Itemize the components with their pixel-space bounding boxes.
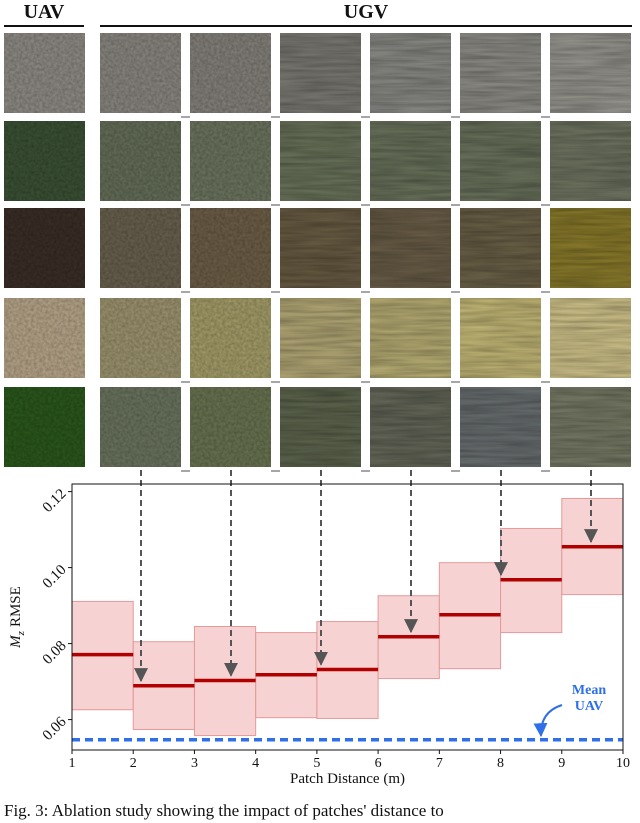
image-patch [100,121,181,201]
image-grid [4,33,631,472]
y-label-subscript: z [15,630,27,636]
x-tick-label: 7 [436,756,443,771]
image-patch [460,208,541,288]
image-patch [190,208,271,288]
x-tick-label: 1 [69,756,76,771]
image-patch [4,387,85,467]
image-patch [4,298,85,378]
uav-header: UAV [24,1,65,23]
y-tick-label: 0.12 [40,486,70,516]
x-axis-label: Patch Distance (m) [290,771,405,787]
image-patch [460,33,541,113]
image-patch [100,33,181,113]
image-patch [280,208,361,288]
image-patch [280,33,361,113]
image-patch [550,387,631,467]
image-patch [460,387,541,467]
x-tick-label: 4 [252,756,259,771]
image-patch [550,208,631,288]
image-patch [4,208,85,288]
image-patch [190,387,271,467]
image-patch [460,298,541,378]
image-patch [4,33,85,113]
y-label-symbol: M [8,634,24,649]
y-tick-label: 0.06 [40,714,70,744]
image-patch [190,298,271,378]
image-patch [100,208,181,288]
y-label-text: RMSE [8,586,24,627]
reference-label: Mean [572,683,606,698]
x-tick-label: 10 [616,756,630,771]
image-patch [370,387,451,467]
y-axis-label: Mz RMSE [8,586,27,649]
image-patch [100,387,181,467]
image-patch [280,121,361,201]
image-patch [4,121,85,201]
y-tick-label: 0.10 [40,562,70,592]
y-tick-label: 0.08 [40,638,70,668]
x-tick-label: 9 [558,756,565,771]
image-patch [190,121,271,201]
x-tick-label: 3 [191,756,198,771]
x-tick-label: 2 [130,756,137,771]
image-patch [370,208,451,288]
image-patch [280,298,361,378]
image-patch [370,33,451,113]
x-tick-label: 6 [375,756,382,771]
reference-label: UAV [575,699,604,714]
image-patch [280,387,361,467]
plot-frame [71,483,624,751]
image-patch [550,121,631,201]
image-patch [100,298,181,378]
image-patch [190,33,271,113]
caption: Fig. 3: Ablation study showing the impac… [4,801,444,820]
image-patch [460,121,541,201]
image-patch [370,121,451,201]
reference-arrow [533,704,563,738]
ugv-header: UGV [344,1,389,23]
image-patch [550,298,631,378]
x-tick-label: 5 [313,756,320,771]
image-patch [370,298,451,378]
image-patch [550,33,631,113]
x-tick-label: 8 [497,756,504,771]
